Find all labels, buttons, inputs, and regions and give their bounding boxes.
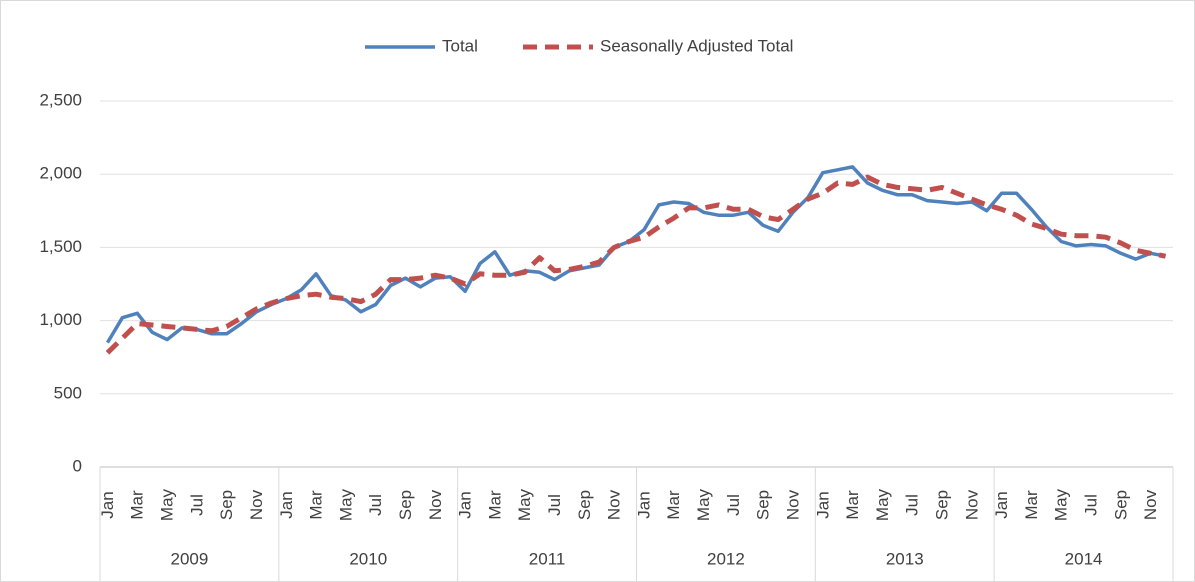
x-tick-label: Sep [396,490,415,520]
y-tick-label: 2,000 [39,164,82,183]
x-tick-label: Jan [813,491,832,518]
group-label: 2011 [529,549,566,568]
series-line [105,174,1166,355]
series-line [105,165,1166,344]
x-tick-label: Nov [605,489,624,520]
x-tick-label: Jan [634,491,653,518]
x-tick-label: Nov [426,489,445,520]
x-tick-label: Mar [307,490,326,520]
x-tick-label: Sep [1111,490,1130,520]
group-label: 2009 [171,549,209,568]
x-tick-label: Mar [1022,490,1041,520]
y-tick-label: 0 [73,456,82,475]
x-tick-label: Jul [545,494,564,516]
x-tick-label: Mar [485,490,504,520]
y-tick-label: 1,000 [39,310,82,329]
x-tick-label: May [1052,488,1071,521]
x-tick-label: May [694,488,713,521]
group-label: 2014 [1065,549,1103,568]
x-tick-label: May [336,488,355,521]
x-tick-label: Nov [783,489,802,520]
x-tick-label: Jul [1082,494,1101,516]
legend-label: Total [442,36,478,55]
x-tick-label: Mar [128,490,147,520]
x-tick-label: Sep [754,490,773,520]
x-tick-label: Jan [456,491,475,518]
x-tick-label: Jul [724,494,743,516]
x-tick-label: Sep [575,490,594,520]
x-tick-label: Jul [366,494,385,516]
x-tick-label: Jul [187,494,206,516]
x-tick-label: Nov [1141,489,1160,520]
x-tick-label: Jan [992,491,1011,518]
x-tick-label: Jan [277,491,296,518]
group-label: 2012 [707,549,745,568]
x-tick-label: Mar [664,490,683,520]
group-label: 2013 [886,549,924,568]
x-tick-label: May [515,488,534,521]
y-tick-label: 1,500 [39,237,82,256]
legend-label: Seasonally Adjusted Total [600,36,793,55]
x-tick-label: Jan [98,491,117,518]
y-tick-label: 2,500 [39,90,82,109]
x-tick-label: Mar [843,490,862,520]
x-tick-label: May [873,488,892,521]
x-tick-label: Jul [903,494,922,516]
x-tick-label: Nov [962,489,981,520]
x-tick-label: Sep [217,490,236,520]
group-label: 2010 [349,549,387,568]
x-tick-label: Nov [247,489,266,520]
x-tick-label: May [158,488,177,521]
y-tick-label: 500 [54,383,82,402]
x-tick-label: Sep [932,490,951,520]
